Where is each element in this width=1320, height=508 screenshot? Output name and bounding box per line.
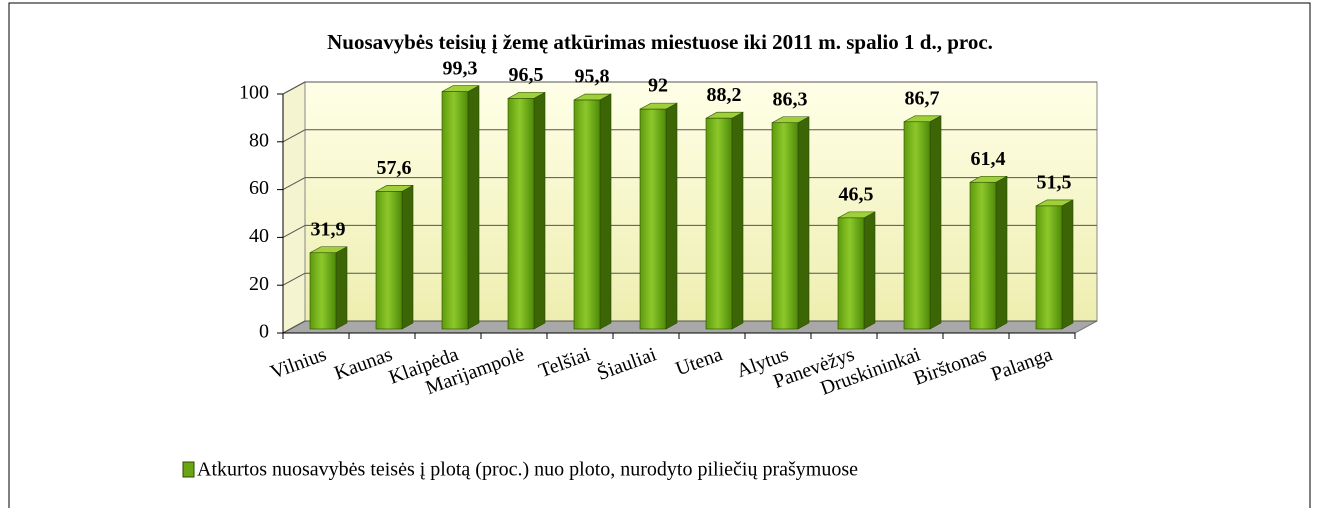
- y-tick-label: 0: [259, 321, 269, 343]
- y-tick-label: 20: [249, 273, 269, 295]
- bar-side: [467, 85, 480, 330]
- bar-side: [665, 102, 678, 330]
- y-tick-label: 40: [249, 225, 269, 247]
- bar: [573, 99, 601, 330]
- grid-line: [282, 224, 306, 238]
- chart-title: Nuosavybės teisių į žemę atkūrimas miest…: [327, 30, 993, 54]
- bar: [639, 108, 667, 330]
- bar-side: [335, 246, 348, 330]
- bar: [705, 117, 733, 330]
- grid-line: [282, 129, 306, 143]
- bar: [375, 191, 403, 330]
- side-wall: [282, 81, 306, 334]
- y-tick-label: 100: [239, 82, 269, 104]
- grid-line: [282, 81, 306, 95]
- bar-side: [863, 211, 876, 330]
- data-label: 61,4: [971, 148, 1006, 170]
- plot-area: 020406080100Vilnius31,9Kaunas57,6Klaipėd…: [239, 57, 1098, 400]
- bar-side: [995, 175, 1008, 330]
- bar: [441, 91, 469, 330]
- bar: [969, 181, 997, 330]
- legend-swatch: [182, 461, 195, 478]
- bar-side: [929, 115, 942, 330]
- data-label: 86,7: [905, 87, 940, 109]
- bar: [837, 217, 865, 330]
- data-label: 86,3: [773, 88, 808, 110]
- bar: [507, 98, 535, 330]
- y-tick-label: 80: [249, 129, 269, 151]
- data-label: 95,8: [575, 66, 610, 88]
- bar-side: [1061, 199, 1074, 330]
- data-label: 88,2: [707, 84, 742, 106]
- bar-side: [533, 91, 546, 330]
- data-label: 31,9: [311, 218, 346, 240]
- bar-side: [599, 93, 612, 330]
- bar: [771, 122, 799, 330]
- bar: [903, 121, 931, 330]
- data-label: 96,5: [509, 64, 544, 86]
- bar-side: [731, 111, 744, 330]
- data-label: 57,6: [377, 157, 412, 179]
- data-label: 99,3: [443, 57, 478, 79]
- data-label: 51,5: [1037, 172, 1072, 194]
- grid-line: [282, 320, 306, 334]
- bar-side: [797, 116, 810, 330]
- y-tick-label: 60: [249, 177, 269, 199]
- legend-label: Atkurtos nuosavybės teisės į plotą (proc…: [197, 459, 858, 481]
- bar: [1035, 205, 1063, 330]
- bar: [309, 252, 337, 330]
- data-label: 92: [648, 75, 668, 97]
- grid-line: [282, 177, 306, 191]
- bar-side: [401, 184, 414, 330]
- grid-line: [282, 272, 306, 286]
- data-label: 46,5: [839, 183, 874, 205]
